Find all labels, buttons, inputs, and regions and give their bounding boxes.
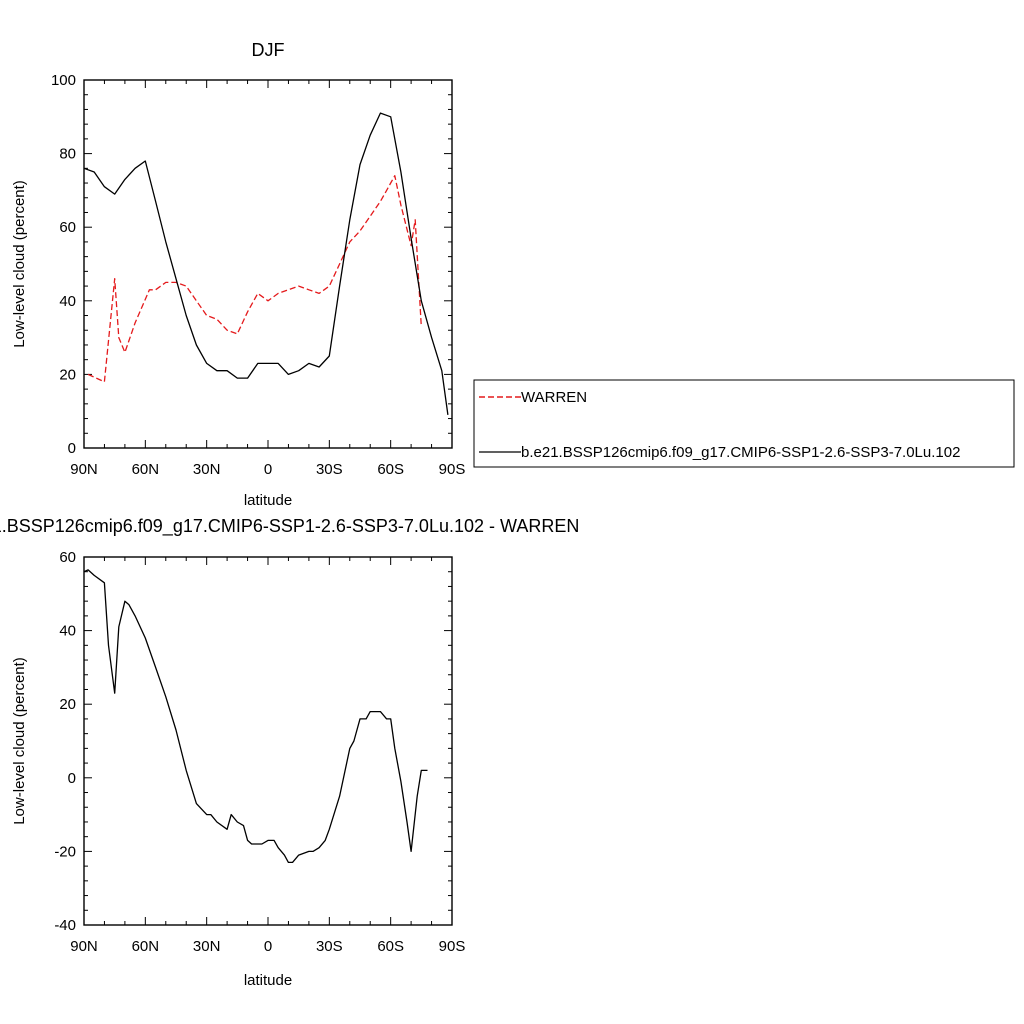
y-tick-label: 20 [59, 696, 76, 713]
y-tick-label: 80 [59, 146, 76, 163]
x-tick-label: 0 [264, 938, 272, 955]
top-plot-frame [83, 79, 453, 449]
x-tick-label: 0 [264, 461, 272, 478]
legend: WARREN b.e21.BSSP126cmip6.f09_g17.CMIP6-… [473, 379, 1015, 468]
x-tick-label: 60N [132, 461, 160, 478]
bottom-plot-frame [83, 556, 453, 926]
top-y-axis-label: Low-level cloud (percent) [11, 180, 28, 348]
x-tick-label: 60S [377, 938, 404, 955]
y-tick-label: 60 [59, 549, 76, 566]
x-tick-label: 30S [316, 461, 343, 478]
y-tick-label: -40 [54, 917, 76, 934]
top-chart-panel: DJF 0 20 40 60 80 100 90N 60N 30N 0 30S 60S 90S lat… [11, 40, 465, 509]
x-tick-label: 90S [439, 461, 466, 478]
bottom-x-axis-ticks: 90N 60N 30N 0 30S 60S 90S [70, 557, 465, 955]
top-series-lines [83, 112, 449, 415]
y-tick-label: 60 [59, 219, 76, 236]
top-y-axis-ticks: 0 20 40 60 80 100 [51, 72, 452, 457]
x-tick-label: 30N [193, 461, 221, 478]
x-tick-label: 60S [377, 461, 404, 478]
bottom-y-axis-ticks: -40 -20 0 20 40 60 [54, 549, 452, 934]
bottom-x-axis-label: latitude [244, 972, 292, 989]
top-x-axis-label: latitude [244, 492, 292, 509]
x-tick-label: 30N [193, 938, 221, 955]
bottom-y-axis-label: Low-level cloud (percent) [11, 657, 28, 825]
y-tick-label: 100 [51, 72, 76, 89]
legend-box [473, 379, 1015, 468]
x-tick-label: 60N [132, 938, 160, 955]
legend-label-warren: WARREN [521, 389, 587, 406]
series-line [87, 175, 422, 383]
series-line [83, 112, 449, 415]
top-chart-title: DJF [252, 40, 285, 60]
y-tick-label: -20 [54, 843, 76, 860]
y-tick-label: 40 [59, 293, 76, 310]
x-tick-label: 30S [316, 938, 343, 955]
y-tick-label: 0 [68, 770, 76, 787]
bottom-chart-title: b.e21.BSSP126cmip6.f09_g17.CMIP6-SSP1-2.… [0, 516, 579, 537]
y-tick-label: 0 [68, 440, 76, 457]
y-tick-label: 20 [59, 366, 76, 383]
x-tick-label: 90S [439, 938, 466, 955]
top-x-axis-ticks: 90N 60N 30N 0 30S 60S 90S [70, 80, 465, 478]
bottom-series-lines [83, 569, 428, 864]
x-tick-label: 90N [70, 461, 98, 478]
bottom-chart-panel: b.e21.BSSP126cmip6.f09_g17.CMIP6-SSP1-2.… [0, 516, 579, 989]
x-tick-label: 90N [70, 938, 98, 955]
series-line [83, 569, 428, 864]
y-tick-label: 40 [59, 623, 76, 640]
legend-label-model: b.e21.BSSP126cmip6.f09_g17.CMIP6-SSP1-2.… [521, 444, 960, 461]
